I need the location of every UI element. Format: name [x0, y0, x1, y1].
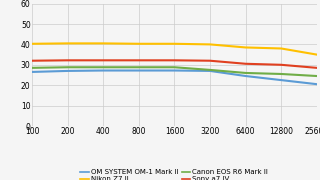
Canon EOS R6 Mark II — [101, 66, 105, 68]
Canon EOS R6 Mark II — [279, 73, 283, 75]
OM SYSTEM OM-1 Mark II — [101, 69, 105, 72]
Sony a7 IV — [137, 59, 141, 61]
Nikon Z7 II — [101, 42, 105, 44]
OM SYSTEM OM-1 Mark II — [30, 71, 34, 73]
Canon EOS R6 Mark II — [315, 75, 319, 77]
Nikon Z7 II — [30, 43, 34, 45]
Canon EOS R6 Mark II — [30, 67, 34, 69]
OM SYSTEM OM-1 Mark II — [244, 75, 247, 77]
OM SYSTEM OM-1 Mark II — [315, 83, 319, 85]
Canon EOS R6 Mark II — [172, 66, 176, 68]
Nikon Z7 II — [315, 53, 319, 56]
Nikon Z7 II — [279, 47, 283, 50]
Legend: OM SYSTEM OM-1 Mark II, Nikon Z7 II, Canon EOS R6 Mark II, Sony a7 IV: OM SYSTEM OM-1 Mark II, Nikon Z7 II, Can… — [78, 166, 271, 180]
Sony a7 IV — [244, 63, 247, 65]
Line: Canon EOS R6 Mark II: Canon EOS R6 Mark II — [32, 67, 317, 76]
Sony a7 IV — [208, 60, 212, 62]
Canon EOS R6 Mark II — [208, 69, 212, 71]
Line: OM SYSTEM OM-1 Mark II: OM SYSTEM OM-1 Mark II — [32, 71, 317, 84]
Sony a7 IV — [30, 60, 34, 62]
Line: Sony a7 IV: Sony a7 IV — [32, 60, 317, 68]
Canon EOS R6 Mark II — [137, 66, 141, 68]
OM SYSTEM OM-1 Mark II — [137, 69, 141, 72]
OM SYSTEM OM-1 Mark II — [172, 69, 176, 72]
Sony a7 IV — [315, 67, 319, 69]
Sony a7 IV — [101, 59, 105, 61]
Canon EOS R6 Mark II — [244, 72, 247, 74]
Canon EOS R6 Mark II — [66, 66, 69, 68]
Nikon Z7 II — [172, 43, 176, 45]
OM SYSTEM OM-1 Mark II — [66, 70, 69, 72]
Nikon Z7 II — [244, 46, 247, 49]
OM SYSTEM OM-1 Mark II — [208, 70, 212, 72]
Sony a7 IV — [66, 59, 69, 61]
Nikon Z7 II — [208, 43, 212, 46]
Sony a7 IV — [172, 59, 176, 61]
OM SYSTEM OM-1 Mark II — [279, 79, 283, 81]
Sony a7 IV — [279, 64, 283, 66]
Nikon Z7 II — [137, 43, 141, 45]
Line: Nikon Z7 II: Nikon Z7 II — [32, 43, 317, 55]
Nikon Z7 II — [66, 42, 69, 44]
